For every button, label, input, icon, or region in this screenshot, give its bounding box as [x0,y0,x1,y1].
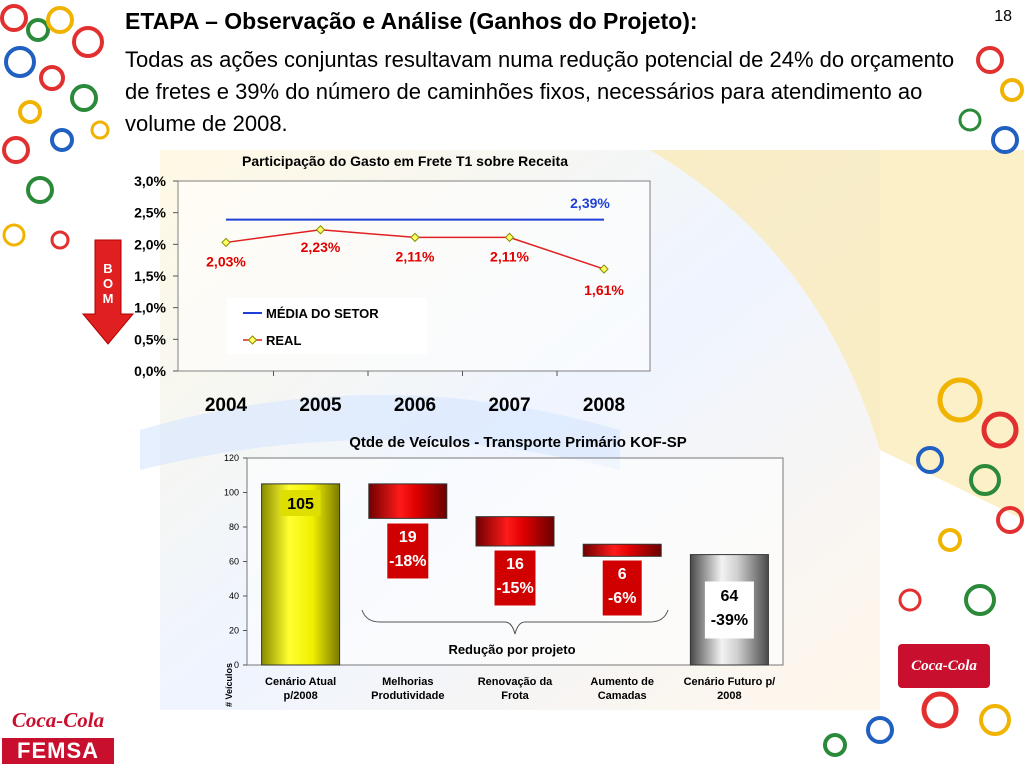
real-point-marker [410,232,420,243]
bar-value-box [601,559,643,617]
slide-title: ETAPA – Observação e Análise (Ganhos do … [125,8,698,34]
y-tick-label: 2,5% [134,205,166,221]
y-tick-label: 0,0% [134,363,166,379]
y-tick-label: 1,5% [134,268,166,284]
x-category-label: Cenário Atual [265,676,336,688]
bar-value-label: -15% [496,580,533,597]
y-tick-label: 2,0% [134,236,166,252]
x-category-label: Produtividade [371,690,444,702]
x-category-label: 2008 [717,690,741,702]
real-data-label: 2,03% [206,253,246,269]
legend-real-label: REAL [266,333,301,348]
x-category-label: Frota [501,690,529,702]
coca-cola-beijing-logo: Coca-Cola [898,644,990,688]
x-tick-label: 2007 [488,395,530,416]
waterfall-bar [475,516,555,547]
reduction-annotation: Redução por projeto [448,642,575,657]
real-point-marker [504,232,515,243]
waterfall-bar [368,483,448,519]
real-data-label: 1,61% [584,282,624,298]
y-tick-label: 80 [229,522,239,532]
x-tick-label: 2006 [394,395,436,416]
femsa-logo: FEMSA [2,738,114,764]
bar-value-box [493,549,537,607]
waterfall-bar [582,543,662,557]
bar-value-label: -6% [608,590,636,607]
bar-value-box [386,522,430,580]
y-tick-label: 0 [234,660,239,670]
y-tick-label: 100 [224,488,239,498]
y-axis-label: # Veículos [224,663,234,707]
bom-down-arrow: BOM [81,239,135,345]
real-point-marker [221,237,231,248]
x-category-label: Cenário Futuro p/ [684,676,776,688]
x-category-label: Renovação da [478,676,553,688]
page-number: 18 [994,8,1012,25]
real-point-marker [599,264,609,274]
legend-real-marker [247,335,258,345]
bar-value-label: 19 [399,529,417,546]
x-category-label: Aumento de [590,676,654,688]
media-data-label: 2,39% [570,195,610,211]
bar-value-box [280,490,321,516]
y-tick-label: 3,0% [134,173,166,189]
bar-value-label: -18% [389,553,426,570]
bar-chart-title: Qtde de Veículos - Transporte Primário K… [349,434,687,451]
coca-cola-logo: Coca-Cola [11,708,105,732]
real-data-label: 2,11% [490,248,529,264]
x-tick-label: 2008 [583,395,625,416]
legend-media-label: MÉDIA DO SETOR [266,306,379,321]
x-category-label: Camadas [598,690,647,702]
legend-box [227,298,427,354]
slide-subtitle: Todas as ações conjuntas resultavam numa… [125,47,955,136]
x-category-label: Melhorias [382,676,433,688]
reduction-brace [361,609,669,635]
line-chart-title: Participação do Gasto em Frete T1 sobre … [242,153,568,169]
bar-value-label: 6 [618,566,627,583]
arrow-shape [81,239,135,345]
bom-letter: B [103,261,112,276]
x-tick-label: 2005 [299,395,342,416]
y-tick-label: 60 [229,557,239,567]
y-tick-label: 40 [229,591,239,601]
x-category-label: p/2008 [283,690,317,702]
bar-value-box [704,581,754,639]
real-point-marker [315,225,326,235]
y-tick-label: 120 [224,453,239,463]
y-tick-label: 0,5% [134,331,166,347]
bar-value-label: 64 [721,588,739,605]
real-data-label: 2,23% [301,239,341,255]
y-tick-label: 1,0% [134,300,166,316]
bom-letter: M [103,291,114,306]
bar-value-label: 105 [287,496,314,513]
line-chart-legend: MÉDIA DO SETOR REAL [227,298,427,354]
bar-value-label: -39% [711,612,748,629]
y-tick-label: 20 [229,626,239,636]
x-tick-label: 2004 [205,395,248,416]
real-data-label: 2,11% [396,248,435,264]
bom-letter: O [103,276,113,291]
bar-value-label: 16 [506,556,524,573]
